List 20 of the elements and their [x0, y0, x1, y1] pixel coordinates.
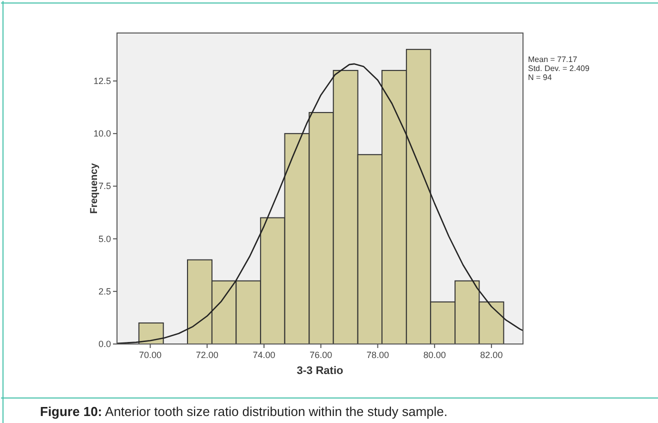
- x-tick-label: 78.00: [366, 350, 389, 360]
- x-tick-label: 82.00: [480, 350, 503, 360]
- y-tick-label: 2.5: [98, 286, 111, 296]
- x-tick-label: 72.00: [196, 350, 218, 360]
- x-axis-title: 3-3 Ratio: [296, 365, 344, 377]
- caption: Figure 10: Anterior tooth size ratio distribution within the study sample.: [40, 404, 448, 419]
- text: Mean = 77.17: [528, 55, 578, 64]
- text: Std. Dev. = 2.409: [528, 64, 590, 73]
- y-tick-label: 12.5: [93, 76, 111, 86]
- x-tick-label: 76.00: [310, 350, 332, 360]
- y-axis-title: Frequency: [89, 162, 100, 214]
- x-tick-label: 74.00: [252, 350, 276, 360]
- y-tick-label: 0.0: [98, 339, 111, 349]
- y-tick-label: 10.0: [93, 128, 111, 139]
- y-tick-label: 5.0: [98, 234, 111, 244]
- x-tick-label: 70.00: [139, 350, 162, 360]
- text: N = 94: [528, 73, 552, 82]
- x-tick-label: 80.00: [423, 350, 446, 360]
- line-series: [116, 63, 524, 344]
- y-tick-label: 7.5: [98, 181, 111, 192]
